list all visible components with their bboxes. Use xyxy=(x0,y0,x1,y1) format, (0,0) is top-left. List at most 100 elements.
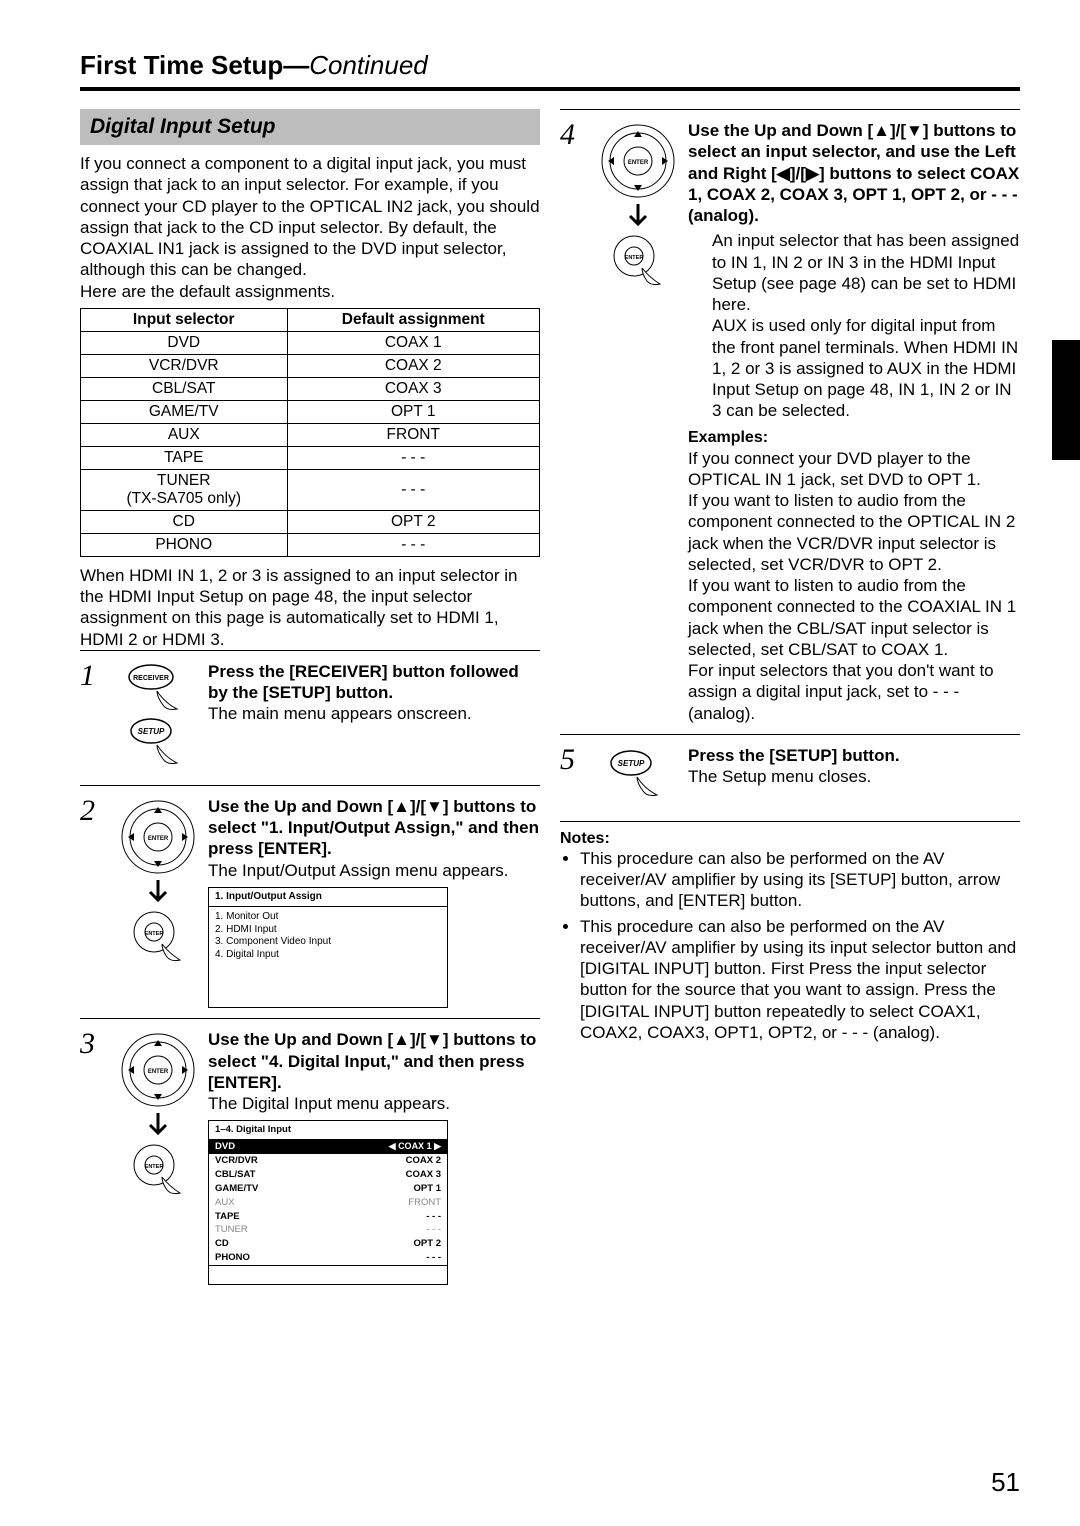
svg-text:ENTER: ENTER xyxy=(628,160,649,166)
step-5-body: Press the [SETUP] button. The Setup menu… xyxy=(688,745,1020,805)
notes-item: This procedure can also be performed on … xyxy=(580,916,1020,1044)
dpad-enter-icon: ENTER xyxy=(599,122,677,200)
notes-item: This procedure can also be performed on … xyxy=(580,848,1020,912)
table-row: PHONO- - - xyxy=(81,533,540,556)
receiver-button-icon: RECEIVER xyxy=(127,663,189,715)
menu2-row: GAME/TVOPT 1 xyxy=(209,1182,447,1196)
step-number: 4 xyxy=(560,120,588,724)
setup-button-icon: SETUP xyxy=(127,717,189,773)
dpad-enter-small-icon: ENTER xyxy=(608,234,668,290)
step-2: 2 ENTER ENTER xyxy=(80,785,540,1019)
step-4-icons: ENTER ENTER xyxy=(598,120,678,724)
notes-heading: Notes: xyxy=(560,830,1020,848)
down-arrow-icon xyxy=(143,878,173,908)
svg-text:RECEIVER: RECEIVER xyxy=(133,675,169,682)
menu1-item: 1. Monitor Out xyxy=(215,911,441,924)
left-column: Digital Input Setup If you connect a com… xyxy=(80,109,540,1295)
table-row: DVDCOAX 1 xyxy=(81,331,540,354)
svg-text:SETUP: SETUP xyxy=(618,759,645,768)
notes-list: This procedure can also be performed on … xyxy=(560,848,1020,1043)
table-row: GAME/TVOPT 1 xyxy=(81,400,540,423)
digital-input-menu: 1–4. Digital Input DVD◀ COAX 1 ▶ VCR/DVR… xyxy=(208,1120,448,1284)
menu1-item: 4. Digital Input xyxy=(215,949,441,962)
dpad-enter-icon: ENTER xyxy=(119,798,197,876)
section-heading: Digital Input Setup xyxy=(80,109,540,145)
step-number: 3 xyxy=(80,1029,108,1284)
step-1-text: The main menu appears onscreen. xyxy=(208,704,472,723)
setup-button-icon: SETUP xyxy=(607,747,669,803)
sub-paragraph: When HDMI IN 1, 2 or 3 is assigned to an… xyxy=(80,565,540,650)
table-row: CDOPT 2 xyxy=(81,510,540,533)
step-1-body: Press the [RECEIVER] button followed by … xyxy=(208,661,540,775)
menu2-row-selected: DVD◀ COAX 1 ▶ xyxy=(209,1140,447,1154)
step-3-bold: Use the Up and Down [▲]/[▼] buttons to s… xyxy=(208,1030,536,1092)
table-row: TUNER (TX-SA705 only)- - - xyxy=(81,469,540,510)
step-2-bold: Use the Up and Down [▲]/[▼] buttons to s… xyxy=(208,797,539,859)
edge-tab xyxy=(1052,340,1080,460)
step-4: 4 ENTER ENTER xyxy=(560,110,1020,734)
th-default: Default assignment xyxy=(287,308,540,331)
step-4-text: An input selector that has been assigned… xyxy=(688,230,1020,421)
menu2-row: PHONO- - - xyxy=(209,1251,447,1265)
menu2-row: CDOPT 2 xyxy=(209,1237,447,1251)
table-row: AUXFRONT xyxy=(81,423,540,446)
dpad-enter-small-icon: ENTER xyxy=(128,910,188,966)
step-3-text: The Digital Input menu appears. xyxy=(208,1094,450,1113)
step-3-body: Use the Up and Down [▲]/[▼] buttons to s… xyxy=(208,1029,540,1284)
examples-p2: If you want to listen to audio from the … xyxy=(688,490,1020,575)
menu2-row: TAPE- - - xyxy=(209,1210,447,1224)
step-2-body: Use the Up and Down [▲]/[▼] buttons to s… xyxy=(208,796,540,1009)
examples-p3: If you want to listen to audio from the … xyxy=(688,575,1020,660)
menu1-title: 1. Input/Output Assign xyxy=(209,888,447,908)
down-arrow-icon xyxy=(143,1111,173,1141)
page-number: 51 xyxy=(991,1467,1020,1498)
svg-text:ENTER: ENTER xyxy=(148,836,169,842)
step-3-icons: ENTER ENTER xyxy=(118,1029,198,1284)
step-4-bold: Use the Up and Down [▲]/[▼] buttons to s… xyxy=(688,121,1019,225)
step-4-body: Use the Up and Down [▲]/[▼] buttons to s… xyxy=(688,120,1020,724)
step-number: 1 xyxy=(80,661,108,775)
step-1-icons: RECEIVER SETUP xyxy=(118,661,198,775)
menu2-row: CBL/SATCOAX 3 xyxy=(209,1168,447,1182)
table-row: VCR/DVRCOAX 2 xyxy=(81,354,540,377)
right-column: 4 ENTER ENTER xyxy=(560,109,1020,1295)
svg-text:ENTER: ENTER xyxy=(148,1069,169,1075)
menu2-row: AUXFRONT xyxy=(209,1196,447,1210)
menu1-item: 3. Component Video Input xyxy=(215,936,441,949)
title-cont: Continued xyxy=(309,50,428,80)
table-caption: Here are the default assignments. xyxy=(80,281,540,302)
step-number: 5 xyxy=(560,745,588,805)
step-5: 5 SETUP Press the [SETUP] button. The Se… xyxy=(560,734,1020,815)
step-2-icons: ENTER ENTER xyxy=(118,796,198,1009)
examples-p1: If you connect your DVD player to the OP… xyxy=(688,448,1020,491)
page-title: First Time Setup—Continued xyxy=(80,50,1020,91)
svg-text:ENTER: ENTER xyxy=(145,931,164,937)
title-main: First Time Setup— xyxy=(80,50,309,80)
svg-text:ENTER: ENTER xyxy=(145,1164,164,1170)
svg-text:ENTER: ENTER xyxy=(625,255,644,261)
menu1-item: 2. HDMI Input xyxy=(215,924,441,937)
io-assign-menu: 1. Input/Output Assign 1. Monitor Out 2.… xyxy=(208,887,448,1009)
examples-heading: Examples: xyxy=(688,428,1020,448)
step-3: 3 ENTER ENTER xyxy=(80,1018,540,1294)
dpad-enter-icon: ENTER xyxy=(119,1031,197,1109)
step-5-bold: Press the [SETUP] button. xyxy=(688,746,900,765)
step-1-bold: Press the [RECEIVER] button followed by … xyxy=(208,662,519,702)
intro-paragraph: If you connect a component to a digital … xyxy=(80,153,540,281)
menu2-row: VCR/DVRCOAX 2 xyxy=(209,1154,447,1168)
menu2-title: 1–4. Digital Input xyxy=(209,1121,447,1140)
th-selector: Input selector xyxy=(81,308,288,331)
svg-text:SETUP: SETUP xyxy=(138,727,165,736)
table-header-row: Input selector Default assignment xyxy=(81,308,540,331)
assignments-table: Input selector Default assignment DVDCOA… xyxy=(80,308,540,557)
examples-p4: For input selectors that you don't want … xyxy=(688,660,1020,724)
step-5-text: The Setup menu closes. xyxy=(688,767,871,786)
step-2-text: The Input/Output Assign menu appears. xyxy=(208,861,509,880)
menu2-row: TUNER- - - xyxy=(209,1223,447,1237)
step-number: 2 xyxy=(80,796,108,1009)
step-1: 1 RECEIVER SETUP Press the [RECEIVER] bu… xyxy=(80,650,540,785)
table-row: TAPE- - - xyxy=(81,446,540,469)
step-5-icons: SETUP xyxy=(598,745,678,805)
dpad-enter-small-icon: ENTER xyxy=(128,1143,188,1199)
table-row: CBL/SATCOAX 3 xyxy=(81,377,540,400)
